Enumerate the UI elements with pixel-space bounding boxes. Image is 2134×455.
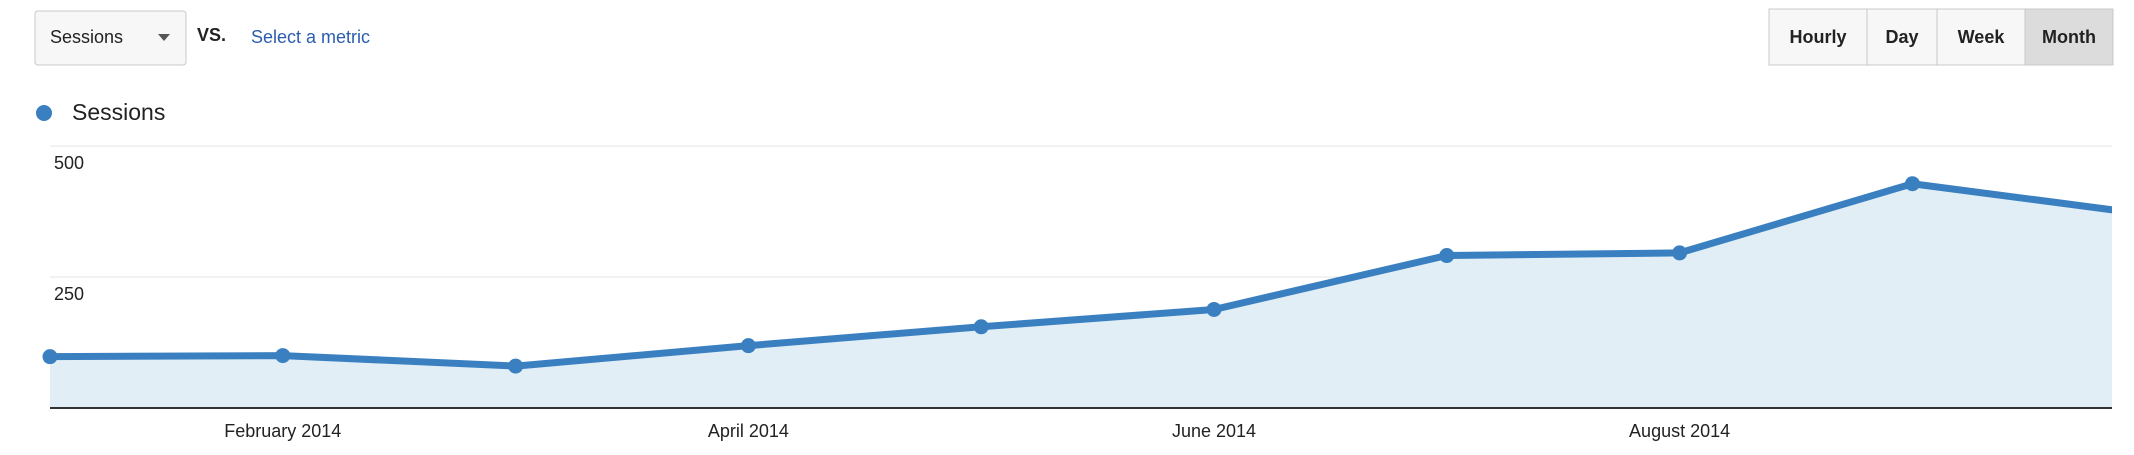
point xyxy=(1206,301,1222,317)
point xyxy=(973,319,989,335)
view-button-label[interactable]: Hourly xyxy=(1789,27,1846,47)
point xyxy=(42,349,58,365)
y-tick-label: 500 xyxy=(54,153,84,173)
view-button-label[interactable]: Week xyxy=(1958,27,2006,47)
x-tick-label: February 2014 xyxy=(224,421,341,441)
x-tick-label: June 2014 xyxy=(1172,421,1256,441)
legend-dot xyxy=(36,105,52,121)
view-button-label[interactable]: Month xyxy=(2042,27,2096,47)
point xyxy=(1904,176,1920,192)
point xyxy=(275,348,291,364)
view-button[interactable] xyxy=(1768,8,1868,66)
select-metric-link[interactable]: Select a metric xyxy=(251,27,370,47)
x-tick-label: April 2014 xyxy=(708,421,789,441)
view-button[interactable] xyxy=(1866,8,1938,66)
point xyxy=(508,358,524,374)
y-tick-label: 250 xyxy=(54,284,84,304)
vs-label: VS. xyxy=(197,25,226,45)
point xyxy=(1672,245,1688,261)
view-button-label[interactable]: Day xyxy=(1885,27,1918,47)
dropdown-box[interactable] xyxy=(34,10,187,66)
dropdown-arrow[interactable] xyxy=(158,34,170,41)
line xyxy=(49,180,2112,370)
metric-dropdown[interactable]: Sessions xyxy=(34,10,187,66)
view-button[interactable] xyxy=(2024,8,2114,66)
area xyxy=(50,183,2112,408)
plot-area xyxy=(49,180,2112,408)
view-button[interactable] xyxy=(1936,8,2026,66)
legend-label: Sessions xyxy=(72,99,165,125)
point xyxy=(740,338,756,354)
dropdown-label[interactable]: Sessions xyxy=(50,27,123,47)
x-tick-label: August 2014 xyxy=(1629,421,1730,441)
point xyxy=(1439,248,1455,264)
